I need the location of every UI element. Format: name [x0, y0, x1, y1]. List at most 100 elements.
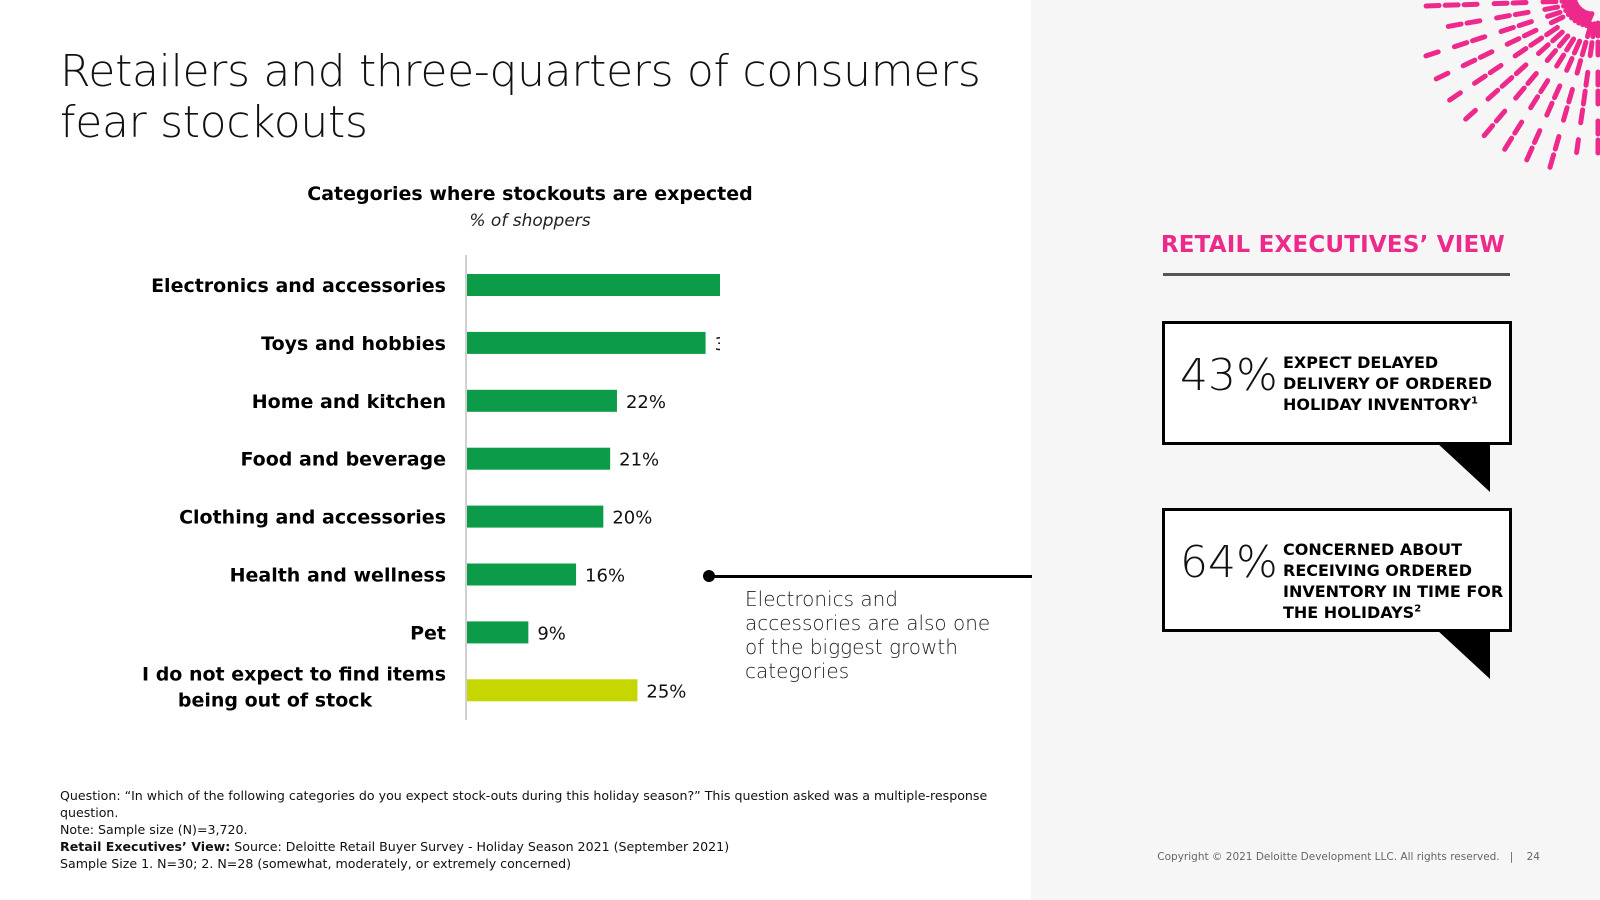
- ray-dash: [1477, 49, 1495, 60]
- stat-value: 43%: [1180, 350, 1278, 401]
- chart-title: Categories where stockouts are expected: [307, 183, 753, 205]
- category-label: Home and kitchen: [252, 391, 446, 413]
- ray-dash: [1544, 100, 1555, 118]
- ray-dash: [1485, 87, 1501, 102]
- bar-6: [467, 563, 577, 586]
- ray-dash: [1544, 24, 1560, 38]
- ray-dash: [1561, 105, 1570, 123]
- category-label: Health and wellness: [230, 565, 446, 587]
- ray-dash: [1472, 73, 1488, 86]
- ray-dash: [1554, 52, 1567, 69]
- ray-dash: [1545, 9, 1563, 19]
- ray-dash: [1525, 71, 1539, 86]
- ray-dash: [1569, 8, 1585, 21]
- ray-dash: [1512, 9, 1531, 18]
- ray-dash: [1423, 3, 1442, 9]
- ray-dash: [1547, 152, 1557, 170]
- footnote-question: Question: “In which of the following cat…: [60, 788, 988, 820]
- ray-dash: [1460, 57, 1478, 69]
- ray-dash: [1433, 70, 1451, 82]
- bar-value-label: 35%: [715, 334, 720, 355]
- page-title: Retailers and three-quarters of consumer…: [60, 46, 981, 148]
- stat-description: Expect delayed delivery of ordered holid…: [1283, 353, 1493, 414]
- chart-subtitle: % of shoppers: [469, 211, 591, 231]
- footnote-note: Note: Sample size (N)=3,720.: [60, 822, 248, 837]
- ray-dash: [1538, 78, 1551, 95]
- ray-dash: [1566, 86, 1575, 105]
- bar-5: [467, 505, 604, 528]
- bar-value-label: 25%: [646, 681, 686, 702]
- bar-1: [467, 274, 720, 296]
- stat-box-inventory-concern: 64% Concerned about receiving ordered in…: [1162, 508, 1512, 632]
- ray-dash: [1463, 107, 1478, 122]
- footnote-sample: Sample Size 1. N=30; 2. N=28 (somewhat, …: [60, 856, 572, 871]
- stockout-bar-chart: 49%Electronics and accessories35%Toys an…: [142, 255, 720, 720]
- ray-dash: [1532, 128, 1543, 145]
- retail-executives-view-heading: RETAIL EXECUTIVES’ VIEW: [1160, 232, 1505, 258]
- ray-dash: [1423, 49, 1441, 59]
- ray-dash: [1487, 62, 1504, 76]
- ray-dash: [1552, 134, 1562, 152]
- ray-dash: [1494, 13, 1512, 21]
- speech-bubble-tail: [1436, 442, 1490, 492]
- ray-dash: [1580, 11, 1592, 28]
- bar-value-label: 22%: [626, 392, 666, 413]
- ray-dash: [1574, 137, 1581, 155]
- ray-dash: [1528, 35, 1545, 48]
- ray-dash: [1556, 33, 1571, 49]
- speech-bubble-tail: [1436, 629, 1490, 679]
- bar-2: [467, 331, 706, 354]
- ray-dash: [1561, 1, 1579, 9]
- ray-dash: [1544, 48, 1559, 63]
- ray-dash: [1493, 108, 1508, 124]
- ray-dash: [1590, 21, 1598, 40]
- category-label: Clothing and accessories: [179, 507, 446, 529]
- ray-dash: [1512, 46, 1529, 59]
- footnote-source: Retail Executives’ View: Source: Deloitt…: [60, 839, 730, 854]
- page-number: 24: [1526, 851, 1540, 863]
- ray-dash: [1572, 9, 1588, 24]
- ray-dash: [1470, 34, 1488, 44]
- ray-dash: [1574, 58, 1584, 76]
- bar-value-label: 20%: [612, 508, 652, 529]
- callout-connector-dot: [703, 570, 715, 582]
- ray-dash: [1445, 21, 1464, 29]
- ray-dash: [1583, 69, 1591, 88]
- ray-dash: [1578, 107, 1586, 126]
- bar-4: [467, 447, 611, 470]
- ray-dash: [1499, 75, 1515, 89]
- bar-value-label: 16%: [585, 566, 625, 587]
- ray-dash: [1587, 40, 1595, 58]
- ray-dash: [1536, 42, 1551, 56]
- ray-dash: [1524, 145, 1535, 163]
- ray-dash: [1542, 4, 1561, 12]
- ray-dash: [1513, 62, 1529, 77]
- ray-dash: [1576, 10, 1590, 26]
- stat-box-delayed-delivery: 43% Expect delayed delivery of ordered h…: [1162, 321, 1512, 445]
- footnote-marker: 2: [1414, 603, 1422, 615]
- ray-dash: [1552, 83, 1563, 101]
- copyright: Copyright © 2021 Deloitte Development LL…: [1157, 851, 1540, 863]
- stat-description: Concerned about receiving ordered invent…: [1283, 540, 1504, 622]
- ray-dash: [1550, 29, 1565, 44]
- ray-dash: [1447, 90, 1463, 103]
- ray-dash: [1461, 1, 1480, 8]
- stat-value: 64%: [1180, 537, 1278, 588]
- ray-dash: [1451, 40, 1470, 50]
- ray-dash: [1579, 39, 1589, 58]
- ray-dash: [1516, 19, 1534, 29]
- ray-dash: [1580, 88, 1588, 107]
- callout-connector-line: [710, 575, 1032, 578]
- ray-dash: [1504, 36, 1522, 47]
- footnotes: Question: “In which of the following cat…: [60, 787, 1005, 872]
- ray-dash: [1564, 56, 1575, 73]
- category-label: Food and beverage: [240, 449, 446, 471]
- ray-dash: [1548, 14, 1566, 26]
- ray-dash: [1502, 135, 1515, 152]
- decorative-rays-graphic: [1423, 0, 1600, 170]
- ray-dash: [1571, 38, 1583, 56]
- ray-dash: [1512, 119, 1525, 136]
- ray-dash: [1528, 94, 1541, 111]
- bar-7: [467, 621, 529, 644]
- ray-dash: [1498, 25, 1516, 34]
